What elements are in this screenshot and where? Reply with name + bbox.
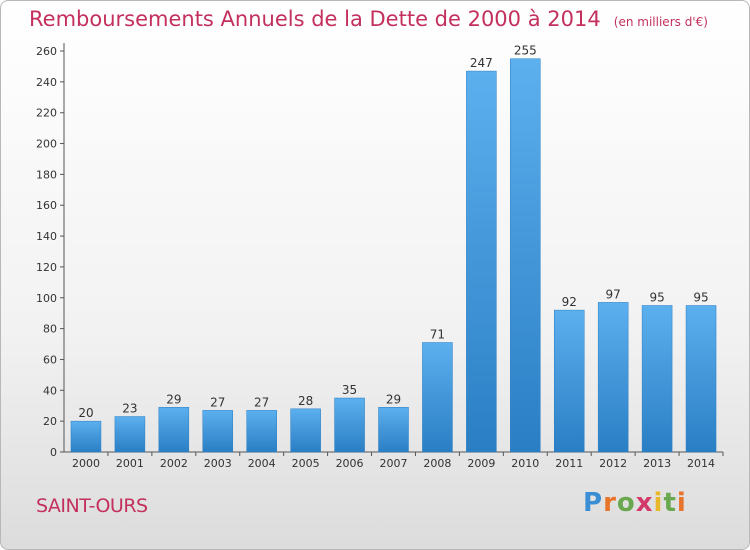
x-tick-label: 2000 [72,457,100,470]
y-tick-label: 100 [36,292,57,305]
data-label: 92 [562,295,577,309]
bar-2001 [114,416,146,453]
y-tick-label: 180 [36,168,57,181]
data-label: 255 [514,44,537,58]
chart-title: Remboursements Annuels de la Dette de 20… [29,7,601,31]
bar-2014 [685,305,717,453]
x-tick-label: 2002 [160,457,188,470]
x-tick-label: 2008 [423,457,451,470]
y-tick-label: 220 [36,107,57,120]
x-tick-label: 2011 [555,457,583,470]
bar-2004 [246,410,277,453]
y-tick-label: 120 [36,261,57,274]
y-tick-label: 260 [36,45,57,58]
x-tick-label: 2001 [116,457,144,470]
x-tick-label: 2006 [336,457,364,470]
proxiti-logo: Proxiti [583,488,687,518]
x-tick-label: 2003 [204,457,232,470]
bar-2002 [158,407,190,453]
bar-2006 [334,397,365,453]
bar-2011 [553,309,585,453]
bar-2007 [378,407,409,453]
y-tick-label: 40 [43,384,57,397]
data-label: 27 [254,395,269,409]
y-tick-label: 160 [36,199,57,212]
title-row: Remboursements Annuels de la Dette de 20… [29,7,708,31]
bar-2009 [466,70,497,453]
data-label: 29 [386,392,401,406]
data-label: 28 [298,394,313,408]
x-tick-label: 2009 [467,457,495,470]
bar-2008 [422,342,453,453]
bar-2012 [597,302,629,453]
x-tick-label: 2007 [380,457,408,470]
data-label: 23 [122,402,137,416]
y-tick-label: 140 [36,230,57,243]
bar-2000 [70,420,102,453]
y-tick-label: 80 [43,323,57,336]
y-tick-label: 200 [36,138,57,151]
bar-2003 [202,410,234,453]
data-label: 95 [693,290,708,304]
commune-name: SAINT-OURS [36,495,148,517]
data-label: 27 [210,395,225,409]
x-tick-label: 2005 [292,457,320,470]
y-tick-label: 240 [36,76,57,89]
x-tick-label: 2010 [511,457,539,470]
y-tick-label: 0 [50,446,57,459]
bar-2010 [510,58,541,453]
x-tick-label: 2012 [599,457,627,470]
data-label: 97 [606,287,621,301]
x-tick-label: 2013 [643,457,671,470]
data-label: 247 [470,56,493,70]
chart-subtitle: (en milliers d'€) [613,15,708,29]
data-label: 20 [78,406,93,420]
data-label: 35 [342,383,357,397]
data-label: 71 [430,327,445,341]
y-tick-label: 60 [43,353,57,366]
bar-2013 [641,305,673,453]
x-tick-label: 2004 [248,457,276,470]
data-label: 95 [649,290,664,304]
bar-2005 [290,408,321,453]
data-label: 29 [166,392,181,406]
x-tick-label: 2014 [687,457,715,470]
y-tick-label: 20 [43,415,57,428]
